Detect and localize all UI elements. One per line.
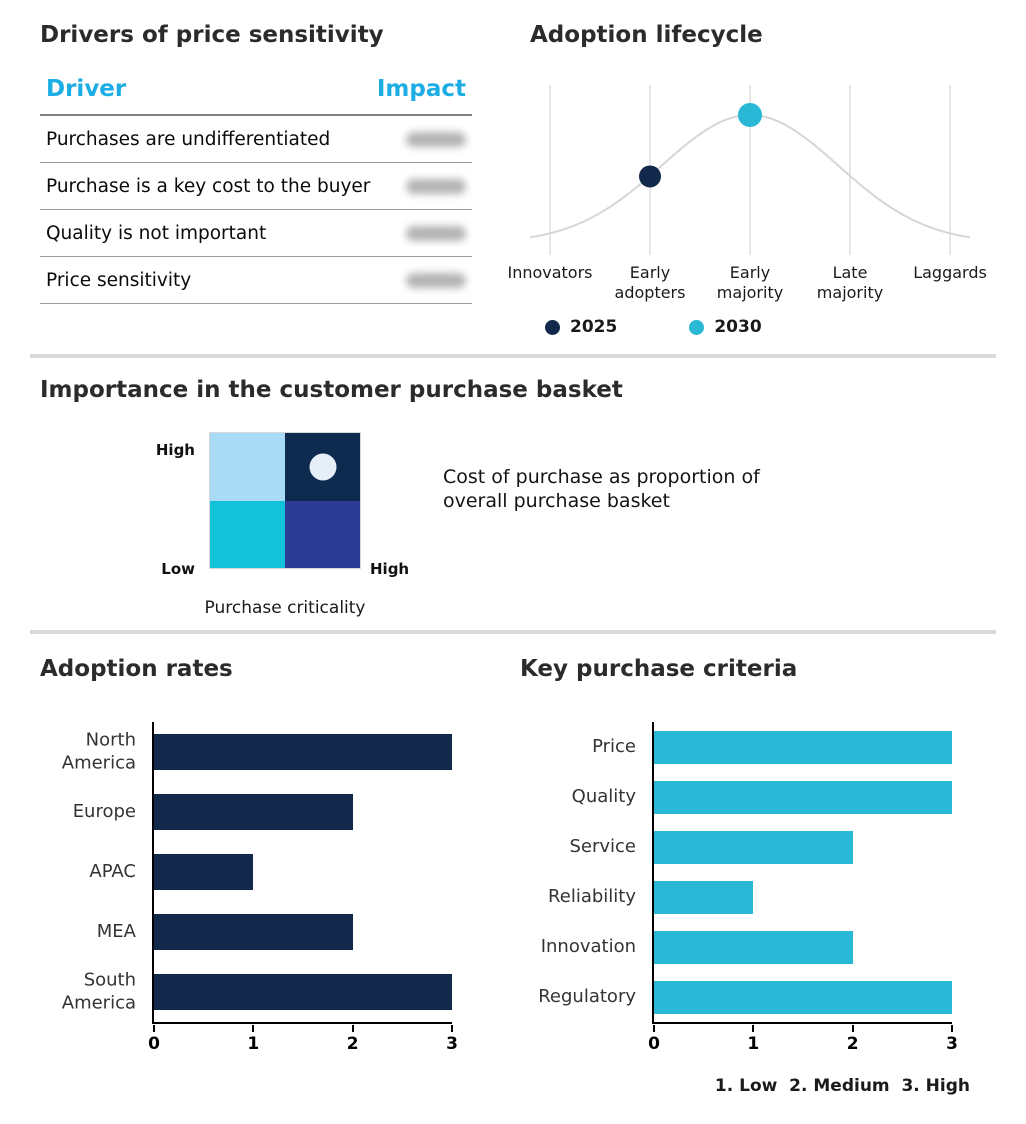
bar-category-label: MEA [96, 920, 136, 942]
x-axis-tick-label: 1 [247, 1034, 260, 1054]
table-row: Price sensitivity [40, 257, 472, 304]
lifecycle-category-label: Laggards [913, 263, 987, 282]
x-axis-tick [252, 1025, 255, 1032]
x-axis-tick-label: 2 [846, 1034, 859, 1054]
matrix-annotation: Cost of purchase as proportion of overal… [443, 466, 760, 512]
bar-regulatory [654, 980, 952, 1014]
bar-category-label: Service [569, 835, 636, 857]
basket-panel-title: Importance in the customer purchase bask… [40, 377, 623, 403]
adoption-rates-chart: North America Europe APAC MEA South America … [40, 722, 460, 1054]
criteria-plot-area: 0 1 2 3 [648, 722, 958, 1054]
lifecycle-panel-title: Adoption lifecycle [530, 22, 763, 48]
blurred-impact-value [406, 225, 466, 241]
x-axis-tick-label: 0 [148, 1034, 160, 1054]
matrix-x-axis-high-label: High [370, 560, 410, 578]
adoption-rates-title: Adoption rates [40, 656, 233, 682]
blurred-impact-value [406, 272, 466, 288]
drivers-table-header: Driver Impact [40, 68, 472, 116]
table-row: Quality is not important [40, 210, 472, 257]
bar-mea [154, 914, 353, 950]
bar-category-label: Reliability [548, 885, 636, 907]
legend-label-2025: 2025 [570, 317, 618, 337]
lifecycle-svg [529, 85, 971, 255]
matrix-quadrant-top-right [285, 433, 360, 501]
x-axis-tick [153, 1025, 155, 1032]
lifecycle-category-label: Early majority [716, 263, 784, 303]
legend-item-2025: 2025 [545, 317, 617, 337]
adoption-rates-category-labels: North America Europe APAC MEA South America [40, 722, 144, 1022]
section-divider [30, 354, 996, 358]
lifecycle-legend: 2025 2030 [545, 317, 762, 337]
bar-price [654, 730, 952, 764]
driver-cell: Purchases are undifferentiated [46, 128, 331, 150]
bar-category-label: Regulatory [538, 985, 636, 1007]
matrix-quadrant-bottom-left [210, 500, 285, 568]
driver-cell: Price sensitivity [46, 269, 192, 291]
impact-column-header: Impact [376, 76, 466, 102]
bar-category-label: Europe [72, 800, 136, 822]
legend-item-2030: 2030 [689, 317, 762, 337]
x-axis-tick-label: 3 [446, 1034, 458, 1054]
driver-cell: Purchase is a key cost to the buyer [46, 175, 371, 197]
bar-europe [154, 794, 353, 830]
lifecycle-category-label: Innovators [507, 263, 593, 282]
x-axis-tick [451, 1025, 453, 1032]
driver-column-header: Driver [46, 76, 127, 102]
lifecycle-point-2030 [738, 103, 762, 127]
lifecycle-point-2025 [639, 165, 661, 188]
legend-label-2030: 2030 [714, 317, 762, 337]
bar-south-america [154, 974, 452, 1010]
lifecycle-category-label: Early adopters [614, 263, 686, 303]
matrix-x-axis-title: Purchase criticality [204, 598, 366, 618]
bar-category-label: Quality [571, 785, 636, 807]
x-axis-tick-label: 2 [346, 1034, 359, 1054]
bar-north-america [154, 734, 452, 770]
bar-category-label: Price [592, 735, 636, 757]
bar-quality [654, 780, 952, 814]
bar-category-label: Innovation [540, 935, 636, 957]
bar-category-label: South America [61, 969, 136, 1014]
table-row: Purchases are undifferentiated [40, 116, 472, 163]
section-divider [30, 630, 996, 634]
bar-reliability [654, 880, 754, 914]
drivers-table: Driver Impact Purchases are undifferenti… [40, 68, 472, 304]
x-axis-tick [851, 1025, 854, 1032]
adoption-rates-plot-area: 0 1 2 3 [148, 722, 458, 1054]
lifecycle-chart [529, 85, 971, 255]
bar-category-label: North America [61, 729, 136, 774]
matrix-quadrant-top-left [210, 433, 285, 501]
bar-category-label: APAC [89, 860, 136, 882]
x-axis-tick-label: 3 [946, 1034, 958, 1054]
x-axis-tick [653, 1025, 655, 1032]
key-purchase-criteria-title: Key purchase criteria [520, 656, 798, 682]
legend-dot-2030-icon [689, 319, 705, 335]
bar-service [654, 830, 853, 864]
x-axis-tick [951, 1025, 953, 1032]
scale-footnote: 1. Low 2. Medium 3. High [714, 1076, 970, 1096]
drivers-panel-title: Drivers of price sensitivity [40, 22, 384, 48]
key-purchase-criteria-chart: Price Quality Service Reliability Innovation… [520, 722, 970, 1054]
x-axis-tick-label: 1 [747, 1034, 760, 1054]
blurred-impact-value [406, 178, 466, 194]
x-axis-tick [752, 1025, 755, 1032]
lifecycle-category-label: Late majority [816, 263, 884, 303]
x-axis-tick-label: 0 [648, 1034, 660, 1054]
bar-apac [154, 854, 254, 890]
table-row: Purchase is a key cost to the buyer [40, 163, 472, 210]
matrix-y-axis-low-label: Low [161, 560, 195, 578]
legend-dot-2025-icon [545, 319, 560, 335]
bar-innovation [654, 930, 853, 964]
matrix-marker [309, 453, 336, 481]
lifecycle-category-labels: Innovators Early adopters Early majority… [507, 263, 986, 311]
matrix-quadrant-bottom-right [285, 500, 360, 568]
matrix-y-axis-high-label: High [155, 441, 195, 459]
driver-cell: Quality is not important [46, 222, 267, 244]
x-axis-tick [351, 1025, 354, 1032]
criteria-category-labels: Price Quality Service Reliability Innovation… [520, 722, 644, 1022]
purchase-basket-matrix [209, 432, 361, 569]
blurred-impact-value [406, 131, 466, 147]
